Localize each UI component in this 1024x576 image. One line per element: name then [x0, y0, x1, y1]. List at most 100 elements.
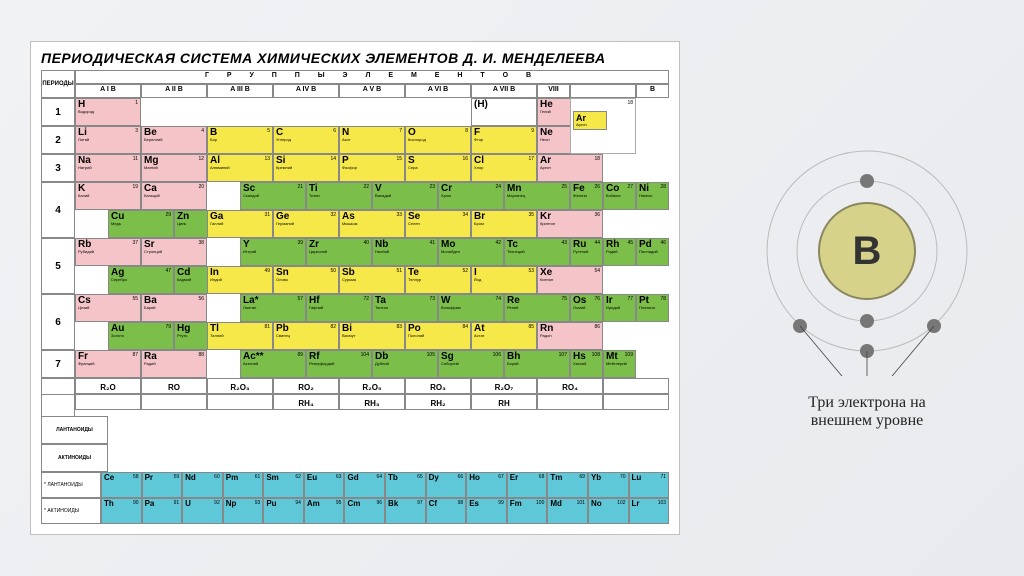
atom-center-label: B	[853, 229, 882, 273]
oxide-formula: R₂O	[75, 378, 141, 394]
lanthanides-label: ЛАНТАНОИДЫ	[41, 416, 108, 444]
oxide-formula	[603, 394, 669, 410]
f-block-element: 98Cf	[426, 498, 467, 524]
element-cell: 22TiТитан	[306, 182, 372, 210]
element-cell: 11NaНатрий	[75, 154, 141, 182]
element-cell: 53IЙод	[471, 266, 537, 294]
element-cell: 50SnОлово	[273, 266, 339, 294]
element-cell: 9FФтор	[471, 126, 537, 154]
f-block-element: 97Bk	[385, 498, 426, 524]
element-cell: 106SgСиборгий	[438, 350, 504, 378]
element-cell: 75ReРений	[504, 294, 570, 322]
f-block-element: 63Eu	[304, 472, 345, 498]
element-cell: 17ClХлор	[471, 154, 537, 182]
element-cell: 77IrИридий	[603, 294, 636, 322]
element-cell: 109MtМейтнерий	[603, 350, 636, 378]
element-cell: 107BhБорий	[504, 350, 570, 378]
f-block-element: 66Dy	[426, 472, 467, 498]
period-label: 7	[41, 350, 75, 378]
element-cell: 88RaРадий	[141, 350, 207, 378]
element-cell: 4BeБериллий	[141, 126, 207, 154]
element-cell: 73TaТантал	[372, 294, 438, 322]
f-block-element: 70Yb	[588, 472, 629, 498]
oxide-formula	[537, 394, 603, 410]
element-cell: 81TlТаллий	[207, 322, 273, 350]
f-block-element: 101Md	[547, 498, 588, 524]
element-cell: 27CoКобальт	[603, 182, 636, 210]
element-cell: 34SeСелен	[405, 210, 471, 238]
f-block-element: 58Ce	[101, 472, 142, 498]
group-col-label: A I B	[75, 84, 141, 98]
f-block-element: 91Pa	[142, 498, 183, 524]
element-cell: 82PbСвинец	[273, 322, 339, 350]
f-block-element: 95Am	[304, 498, 345, 524]
element-cell: (H)	[471, 98, 537, 126]
element-cell: 15PФосфор	[339, 154, 405, 182]
group-col-label	[570, 84, 636, 98]
element-cell: 13AlАлюминий	[207, 154, 273, 182]
element-cell: 49InИндий	[207, 266, 273, 294]
period-label: 3	[41, 154, 75, 182]
legend-box: 18ArАргон	[570, 98, 636, 154]
element-cell: 37RbРубидий	[75, 238, 141, 266]
element-cell: 85AtАстат	[471, 322, 537, 350]
element-cell: 72HfГафний	[306, 294, 372, 322]
oxide-formula	[75, 394, 141, 410]
f-block-element: 62Sm	[263, 472, 304, 498]
element-cell: 74WВольфрам	[438, 294, 504, 322]
act-label: * АКТИНОИДЫ	[41, 498, 101, 524]
element-cell: 19KКалий	[75, 182, 141, 210]
periodic-table-grid: ПЕРИОДЫГ Р У П П Ы Э Л Е М Е Н Т О ВA I …	[41, 70, 669, 524]
element-cell: 12MgМагний	[141, 154, 207, 182]
element-cell: 1HВодород	[75, 98, 141, 126]
f-block-element: 90Th	[101, 498, 142, 524]
element-cell: 46PdПалладий	[636, 238, 669, 266]
element-cell: 105DbДубний	[372, 350, 438, 378]
element-cell: 18ArАргон	[537, 154, 603, 182]
element-cell: 84PoПолоний	[405, 322, 471, 350]
f-block-element: 64Gd	[344, 472, 385, 498]
element-cell: 54XeКсенон	[537, 266, 603, 294]
f-block-element: 65Tb	[385, 472, 426, 498]
oxide-formula: RO₄	[537, 378, 603, 394]
group-col-label: A II B	[141, 84, 207, 98]
f-block-element: 94Pu	[263, 498, 304, 524]
f-block-element: 92U	[182, 498, 223, 524]
period-label: 2	[41, 126, 75, 154]
oxide-formula	[207, 394, 273, 410]
group-col-label: B	[636, 84, 669, 98]
element-cell: 40ZrЦирконий	[306, 238, 372, 266]
group-col-label: A VII B	[471, 84, 537, 98]
group-col-label: A III B	[207, 84, 273, 98]
element-cell: 5BБор	[207, 126, 273, 154]
element-cell: 6CУглерод	[273, 126, 339, 154]
element-cell: 87FrФранций	[75, 350, 141, 378]
period-label: 6	[41, 294, 75, 350]
element-cell: 29CuМедь	[108, 210, 174, 238]
element-cell: 33AsМышьяк	[339, 210, 405, 238]
element-cell: 3LiЛитий	[75, 126, 141, 154]
period-label: 4	[41, 182, 75, 238]
f-block-element: 60Nd	[182, 472, 223, 498]
oxide-formula	[141, 394, 207, 410]
element-cell: 79AuЗолото	[108, 322, 174, 350]
element-cell: 39YИттрий	[240, 238, 306, 266]
element-cell: 45RhРодий	[603, 238, 636, 266]
oxide-formula: R₂O₃	[207, 378, 273, 394]
oxide-formula: RO₂	[273, 378, 339, 394]
f-block-element: 67Ho	[466, 472, 507, 498]
element-cell: 14SiКремний	[273, 154, 339, 182]
f-block-element: 99Es	[466, 498, 507, 524]
element-cell: 24CrХром	[438, 182, 504, 210]
f-block-element: 103Lr	[629, 498, 670, 524]
element-cell: 25MnМарганец	[504, 182, 570, 210]
f-block-element: 69Tm	[547, 472, 588, 498]
element-cell: 89Ac**Актиний	[240, 350, 306, 378]
oxide-formula: RO	[141, 378, 207, 394]
period-label: 1	[41, 98, 75, 126]
element-cell: 43TcТехнеций	[504, 238, 570, 266]
element-cell: 21ScСкандий	[240, 182, 306, 210]
element-cell: 26FeЖелезо	[570, 182, 603, 210]
group-col-label: VIII	[537, 84, 570, 98]
oxide-formula: RH₂	[405, 394, 471, 410]
